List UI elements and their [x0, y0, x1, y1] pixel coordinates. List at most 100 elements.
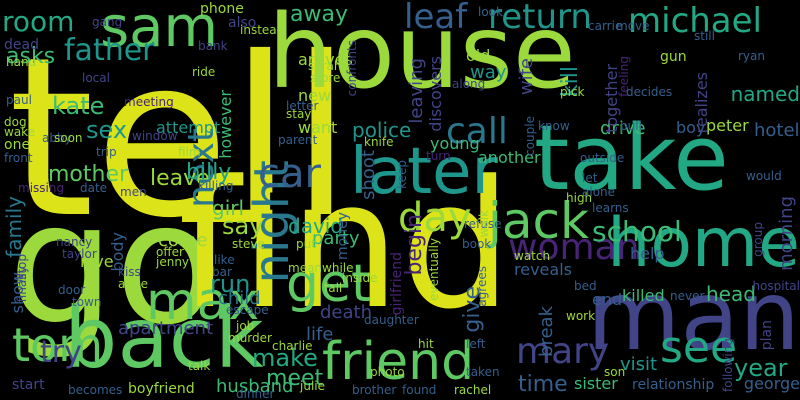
word-brother: brother: [352, 383, 397, 397]
word-son: son: [604, 365, 626, 379]
word-party: party: [312, 228, 360, 249]
word-gun: gun: [660, 49, 687, 65]
word-keep: keep: [395, 160, 409, 189]
word-way: way: [470, 62, 507, 83]
word-take: take: [534, 106, 729, 211]
word-home: home: [607, 204, 800, 283]
word-boyfriend: boyfriend: [128, 381, 195, 397]
word-begin: begin: [402, 214, 427, 276]
word-couple: couple: [523, 116, 537, 156]
word-sex: sex: [86, 116, 128, 144]
word-letter: letter: [286, 99, 319, 113]
word-carrie: carrie: [588, 19, 623, 33]
word-bank: bank: [198, 39, 228, 53]
word-door: door: [58, 283, 86, 297]
word-phone: phone: [200, 1, 244, 17]
word-leaving: leaving: [406, 58, 427, 124]
word-pick: pick: [560, 85, 585, 99]
word-stay: stay: [286, 107, 312, 121]
word-apartment: apartment: [118, 318, 214, 339]
word-trip: trip: [96, 145, 117, 159]
word-taylor: taylor: [62, 247, 97, 261]
word-named: named: [730, 82, 800, 106]
word-realizes: realizes: [692, 72, 711, 134]
word-know: know: [538, 119, 570, 133]
word-ride: ride: [192, 65, 216, 79]
word-decides: decides: [626, 85, 673, 99]
word-police: police: [352, 118, 412, 142]
word-killed: killed: [622, 286, 665, 305]
word-love: love: [80, 252, 114, 271]
word-look: look: [478, 5, 503, 19]
word-feeling: feeling: [617, 56, 631, 97]
word-try: try: [40, 335, 82, 370]
word-rachel: rachel: [454, 383, 492, 397]
word-watch: watch: [514, 249, 551, 263]
word-photo: photo: [370, 365, 405, 379]
word-boy: boy: [676, 118, 706, 137]
word-meanwhile: meanwhile: [288, 261, 354, 275]
word-dead: dead: [4, 37, 39, 53]
word-hotel: hotel: [754, 120, 800, 141]
word-sarah: sarah: [308, 59, 342, 73]
word-soon: soon: [54, 131, 83, 145]
word-move: move: [616, 19, 650, 33]
word-julie: julie: [300, 379, 325, 393]
word-left: left: [466, 337, 486, 351]
word-parent: parent: [278, 133, 318, 147]
word-girl: girl: [212, 196, 245, 220]
word-girlfriend: girlfriend: [389, 252, 405, 316]
word-mary: mary: [516, 331, 610, 372]
word-group: group: [751, 222, 765, 257]
word-family: family: [2, 196, 26, 258]
word-along: along: [452, 77, 486, 91]
word-turn: turn: [426, 149, 451, 163]
word-however: however: [216, 90, 235, 159]
word-discovers: discovers: [426, 56, 445, 132]
word-george: george: [743, 374, 800, 393]
word-let: let: [582, 171, 598, 185]
word-town: town: [72, 295, 102, 309]
word-sam: sam: [100, 0, 219, 60]
word-still: still: [694, 29, 715, 43]
word-new: new: [298, 86, 332, 105]
word-becomes: becomes: [68, 383, 123, 397]
word-alone: alone: [582, 185, 616, 199]
word-peter: peter: [706, 116, 749, 135]
word-arrives: arrives: [298, 50, 353, 69]
word-get: get: [286, 254, 372, 314]
word-life: life: [306, 324, 334, 345]
word-sister: sister: [574, 374, 618, 393]
word-knife: knife: [364, 135, 394, 149]
word-billy: billy: [186, 160, 232, 185]
word-meeting: meeting: [124, 95, 174, 109]
word-day: day: [398, 195, 472, 241]
word-put: put: [296, 237, 316, 251]
word-help: help: [630, 244, 665, 263]
word-walk: walk: [477, 210, 491, 238]
word-outside: outside: [580, 151, 625, 165]
word-asks: asks: [6, 44, 56, 69]
word-tom: tom: [12, 318, 103, 372]
word-later: later: [350, 135, 498, 209]
word-work: work: [566, 309, 596, 323]
word-young: young: [430, 134, 480, 153]
word-agrees: agrees: [475, 266, 489, 307]
word-money: money: [335, 212, 351, 260]
word-find: find: [178, 143, 513, 348]
word-local: local: [82, 71, 110, 85]
word-also: also: [228, 15, 257, 31]
word-instead: instead: [240, 23, 285, 37]
word-house: house: [268, 0, 576, 112]
word-leaf: leaf: [404, 0, 468, 37]
word-hit: hit: [418, 337, 434, 351]
word-murder: murder: [228, 331, 272, 345]
word-time: time: [518, 372, 568, 397]
word-wake: wake: [4, 125, 36, 139]
word-head: head: [706, 282, 756, 306]
word-fall: fall: [324, 281, 343, 295]
word-call: call: [446, 111, 508, 152]
word-ryan: ryan: [738, 49, 765, 63]
word-see: see: [660, 322, 738, 373]
